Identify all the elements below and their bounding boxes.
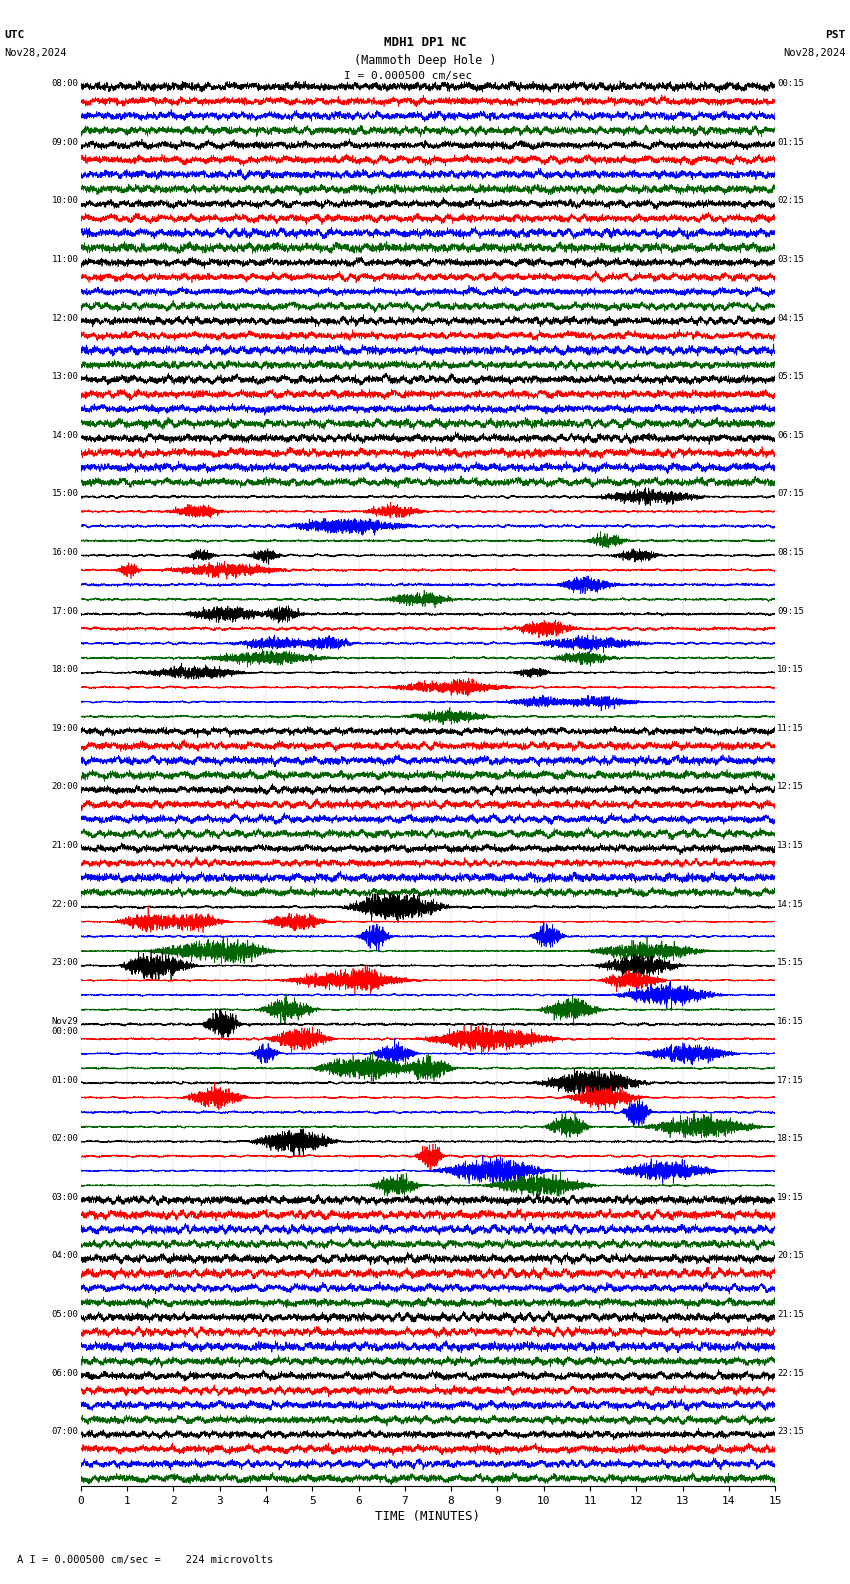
Text: 10:00: 10:00 [52, 196, 79, 206]
Text: 10:15: 10:15 [777, 665, 804, 675]
Text: 05:15: 05:15 [777, 372, 804, 382]
Text: 05:00: 05:00 [52, 1310, 79, 1319]
Text: 06:15: 06:15 [777, 431, 804, 440]
Text: 15:00: 15:00 [52, 489, 79, 499]
Text: MDH1 DP1 NC: MDH1 DP1 NC [383, 36, 467, 49]
Text: 15:15: 15:15 [777, 958, 804, 968]
Text: Nov28,2024: Nov28,2024 [4, 48, 67, 57]
Text: 17:15: 17:15 [777, 1076, 804, 1085]
Text: 12:00: 12:00 [52, 314, 79, 323]
Text: 01:00: 01:00 [52, 1076, 79, 1085]
Text: 18:00: 18:00 [52, 665, 79, 675]
Text: 18:15: 18:15 [777, 1134, 804, 1144]
Text: 07:00: 07:00 [52, 1427, 79, 1437]
Text: UTC: UTC [4, 30, 25, 40]
Text: 16:00: 16:00 [52, 548, 79, 558]
Text: 23:15: 23:15 [777, 1427, 804, 1437]
Text: 02:15: 02:15 [777, 196, 804, 206]
Text: 20:15: 20:15 [777, 1251, 804, 1261]
Text: 02:00: 02:00 [52, 1134, 79, 1144]
Text: 09:00: 09:00 [52, 138, 79, 147]
Text: 21:00: 21:00 [52, 841, 79, 851]
Text: 06:00: 06:00 [52, 1369, 79, 1378]
Text: 13:15: 13:15 [777, 841, 804, 851]
Text: PST: PST [825, 30, 846, 40]
Text: 08:00: 08:00 [52, 79, 79, 89]
Text: 04:00: 04:00 [52, 1251, 79, 1261]
Text: 03:00: 03:00 [52, 1193, 79, 1202]
Text: 17:00: 17:00 [52, 607, 79, 616]
Text: 12:15: 12:15 [777, 782, 804, 792]
Text: Nov28,2024: Nov28,2024 [783, 48, 846, 57]
Text: Nov29
00:00: Nov29 00:00 [52, 1017, 79, 1036]
Text: 22:00: 22:00 [52, 900, 79, 909]
Text: 19:00: 19:00 [52, 724, 79, 733]
Text: 04:15: 04:15 [777, 314, 804, 323]
Text: 22:15: 22:15 [777, 1369, 804, 1378]
Text: 14:00: 14:00 [52, 431, 79, 440]
Text: I = 0.000500 cm/sec: I = 0.000500 cm/sec [344, 71, 472, 81]
Text: 16:15: 16:15 [777, 1017, 804, 1026]
Text: 07:15: 07:15 [777, 489, 804, 499]
Text: 11:15: 11:15 [777, 724, 804, 733]
Text: 11:00: 11:00 [52, 255, 79, 265]
Text: 01:15: 01:15 [777, 138, 804, 147]
X-axis label: TIME (MINUTES): TIME (MINUTES) [376, 1510, 480, 1522]
Text: 03:15: 03:15 [777, 255, 804, 265]
Text: 21:15: 21:15 [777, 1310, 804, 1319]
Text: 09:15: 09:15 [777, 607, 804, 616]
Text: 19:15: 19:15 [777, 1193, 804, 1202]
Text: 20:00: 20:00 [52, 782, 79, 792]
Text: A I = 0.000500 cm/sec =    224 microvolts: A I = 0.000500 cm/sec = 224 microvolts [17, 1555, 273, 1565]
Text: 00:15: 00:15 [777, 79, 804, 89]
Text: 13:00: 13:00 [52, 372, 79, 382]
Text: (Mammoth Deep Hole ): (Mammoth Deep Hole ) [354, 54, 496, 67]
Text: 23:00: 23:00 [52, 958, 79, 968]
Text: 08:15: 08:15 [777, 548, 804, 558]
Text: 14:15: 14:15 [777, 900, 804, 909]
